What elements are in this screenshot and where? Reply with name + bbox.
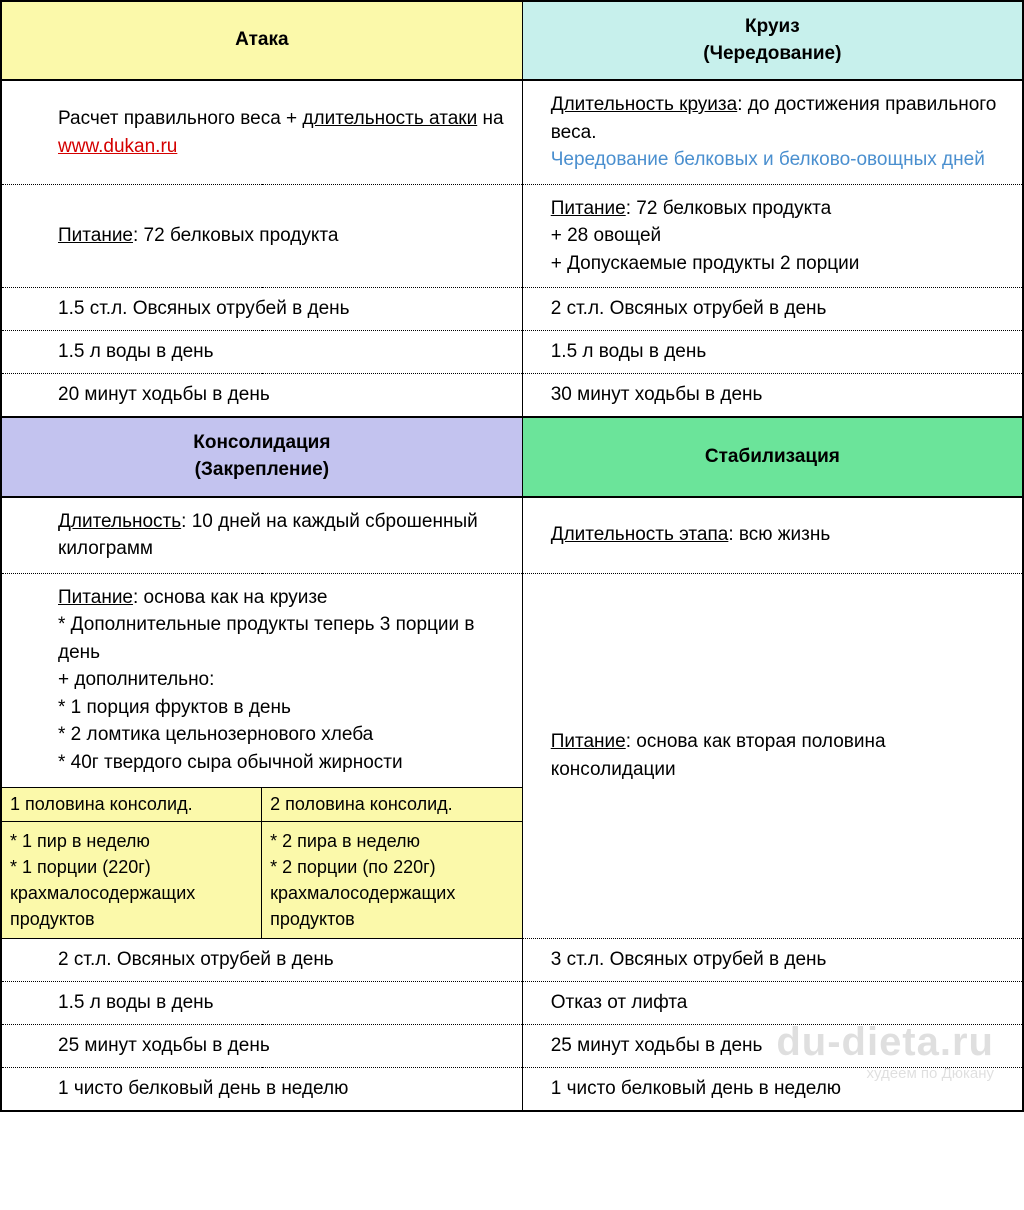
kons-duration: Длительность: 10 дней на каждый сброшенн… bbox=[1, 497, 522, 574]
kons-half2-content: * 2 пира в неделю* 2 порции (по 220г) кр… bbox=[262, 821, 523, 938]
kruiz-nutrition: Питание: 72 белковых продукта + 28 овоще… bbox=[522, 184, 1023, 288]
header-stab: Стабилизация bbox=[522, 417, 1023, 496]
row-bran-2: 2 ст.л. Овсяных отрубей в день 3 ст.л. О… bbox=[1, 938, 1023, 981]
row-water-2: 1.5 л воды в день Отказ от лифта bbox=[1, 981, 1023, 1024]
header-kons: Консолидация(Закрепление) bbox=[1, 417, 522, 496]
row-water-1: 1.5 л воды в день 1.5 л воды в день bbox=[1, 331, 1023, 374]
kons-protein-day: 1 чисто белковый день в неделю bbox=[1, 1067, 522, 1111]
row-bran-1: 1.5 ст.л. Овсяных отрубей в день 2 ст.л.… bbox=[1, 288, 1023, 331]
diet-phases-table: Атака Круиз(Чередование) Расчет правильн… bbox=[0, 0, 1024, 1112]
row-duration-1: Расчет правильного веса + длительность а… bbox=[1, 80, 1023, 184]
row-protein-day: 1 чисто белковый день в неделю 1 чисто б… bbox=[1, 1067, 1023, 1111]
kruiz-alternation-text: Чередование белковых и белково-овощных д… bbox=[551, 149, 985, 170]
row-walk-1: 20 минут ходьбы в день 30 минут ходьбы в… bbox=[1, 374, 1023, 418]
ataka-nutrition: Питание: 72 белковых продукта bbox=[1, 184, 522, 288]
row-duration-2: Длительность: 10 дней на каждый сброшенн… bbox=[1, 497, 1023, 574]
kruiz-bran: 2 ст.л. Овсяных отрубей в день bbox=[522, 288, 1023, 331]
stab-lift: Отказ от лифта bbox=[522, 981, 1023, 1024]
ataka-bran: 1.5 ст.л. Овсяных отрубей в день bbox=[1, 288, 522, 331]
header-kruiz: Круиз(Чередование) bbox=[522, 1, 1023, 80]
header-row-2: Консолидация(Закрепление) Стабилизация bbox=[1, 417, 1023, 496]
stab-nutrition: Питание: основа как вторая половина конс… bbox=[522, 573, 1023, 938]
kons-half2-header: 2 половина консолид. bbox=[262, 787, 523, 821]
row-nutrition-1: Питание: 72 белковых продукта Питание: 7… bbox=[1, 184, 1023, 288]
ataka-walk: 20 минут ходьбы в день bbox=[1, 374, 522, 418]
kons-bran: 2 ст.л. Овсяных отрубей в день bbox=[1, 938, 522, 981]
ataka-water: 1.5 л воды в день bbox=[1, 331, 522, 374]
kons-walk: 25 минут ходьбы в день bbox=[1, 1024, 522, 1067]
stab-duration: Длительность этапа: всю жизнь bbox=[522, 497, 1023, 574]
row-nutrition-2a: Питание: основа как на круизе * Дополнит… bbox=[1, 573, 1023, 787]
row-walk-2: 25 минут ходьбы в день 25 минут ходьбы в… bbox=[1, 1024, 1023, 1067]
kons-water: 1.5 л воды в день bbox=[1, 981, 522, 1024]
kons-half1-content: * 1 пир в неделю* 1 порции (220г) крахма… bbox=[1, 821, 262, 938]
kruiz-walk: 30 минут ходьбы в день bbox=[522, 374, 1023, 418]
ataka-duration: Расчет правильного веса + длительность а… bbox=[1, 80, 522, 184]
header-ataka: Атака bbox=[1, 1, 522, 80]
kruiz-duration: Длительность круиза: до достижения прави… bbox=[522, 80, 1023, 184]
dukan-link[interactable]: www.dukan.ru bbox=[58, 136, 177, 157]
kons-half1-header: 1 половина консолид. bbox=[1, 787, 262, 821]
stab-bran: 3 ст.л. Овсяных отрубей в день bbox=[522, 938, 1023, 981]
stab-protein-day: 1 чисто белковый день в неделю bbox=[522, 1067, 1023, 1111]
stab-walk: 25 минут ходьбы в день bbox=[522, 1024, 1023, 1067]
kruiz-water: 1.5 л воды в день bbox=[522, 331, 1023, 374]
header-row-1: Атака Круиз(Чередование) bbox=[1, 1, 1023, 80]
kons-nutrition: Питание: основа как на круизе * Дополнит… bbox=[1, 573, 522, 787]
